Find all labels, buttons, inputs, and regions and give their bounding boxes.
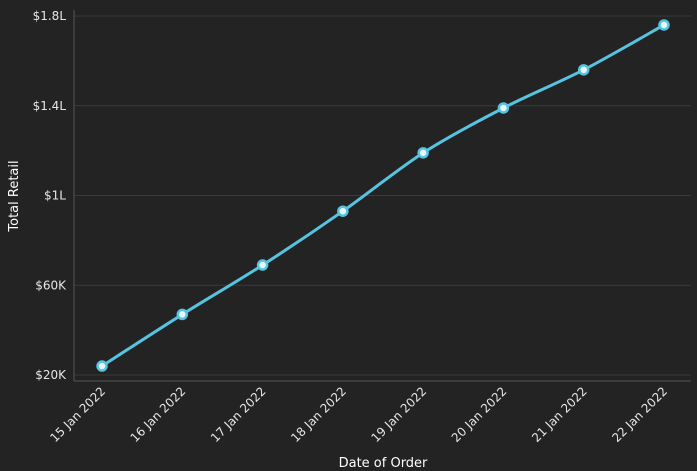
- x-tick-label: 16 Jan 2022: [128, 384, 189, 445]
- x-tick-label: 21 Jan 2022: [529, 384, 590, 445]
- data-points: [96, 19, 670, 372]
- y-tick-label: $20K: [35, 368, 67, 382]
- x-axis-ticks: 15 Jan 2022 16 Jan 2022 17 Jan 2022 18 Jan …: [47, 384, 670, 445]
- data-point: [337, 205, 349, 217]
- y-tick-label: $1.4L: [33, 99, 67, 113]
- x-tick-label: 19 Jan 2022: [368, 384, 429, 445]
- y-tick-label: $1.8L: [33, 9, 67, 23]
- data-point: [417, 147, 429, 159]
- data-point: [176, 308, 189, 321]
- y-tick-label: $60K: [35, 278, 67, 292]
- y-axis-ticks: $20K $60K $1L $1.4L $1.8L: [33, 9, 68, 382]
- data-point: [577, 64, 590, 76]
- series-line: [100, 23, 666, 368]
- y-tick-label: $1L: [44, 189, 66, 203]
- gridlines: [74, 15, 691, 376]
- x-tick-label: 17 Jan 2022: [208, 384, 269, 445]
- data-point: [96, 360, 108, 372]
- x-tick-label: 18 Jan 2022: [288, 384, 349, 445]
- x-tick-label: 22 Jan 2022: [609, 384, 670, 445]
- x-tick-label: 20 Jan 2022: [449, 384, 510, 445]
- y-axis-title: Total Retail: [7, 160, 22, 232]
- x-tick-label: 15 Jan 2022: [47, 384, 108, 445]
- data-point: [256, 259, 269, 271]
- data-point: [658, 19, 670, 31]
- x-axis-title: Date of Order: [339, 456, 428, 471]
- data-point: [497, 102, 510, 114]
